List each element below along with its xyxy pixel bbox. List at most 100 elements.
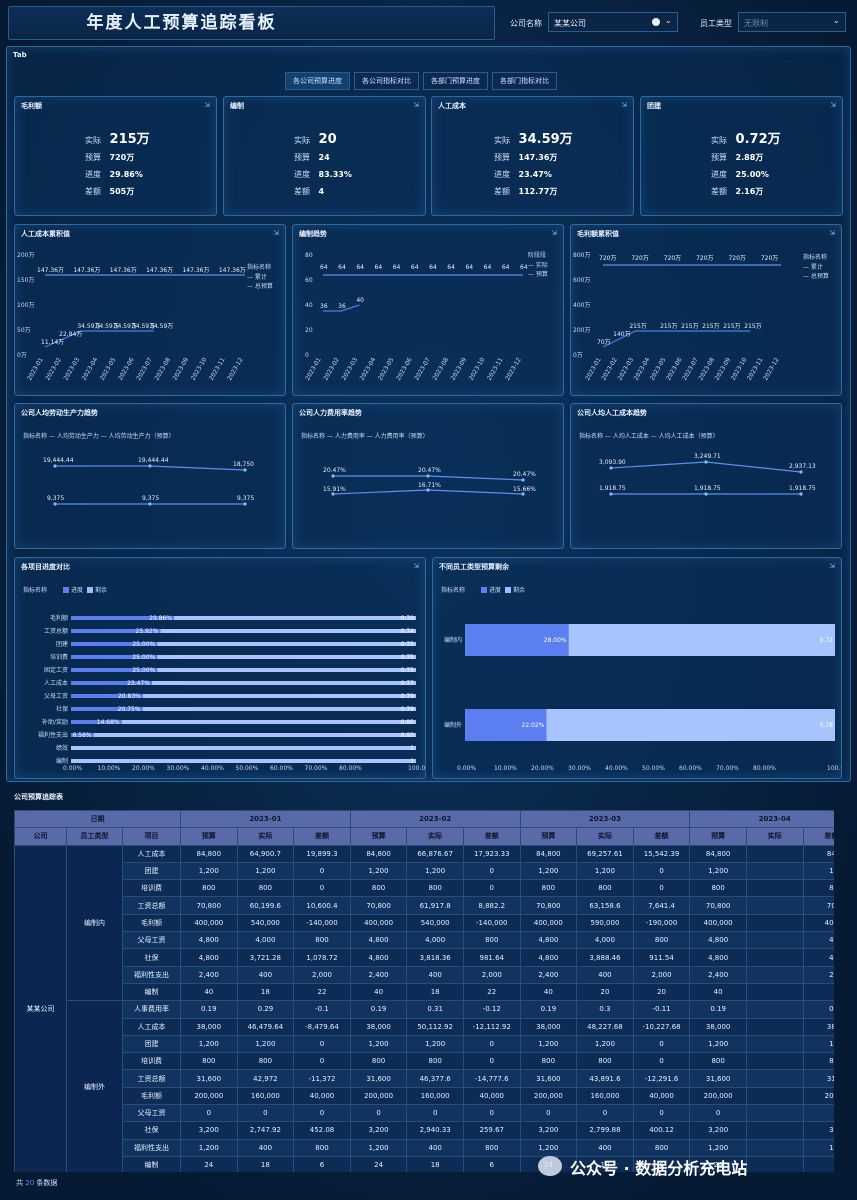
actual-value: 20 (318, 132, 337, 147)
value-cell: -0.1 (293, 1000, 351, 1019)
x-tick-label: 2023-01 (26, 356, 45, 381)
value-cell: 400 (236, 965, 295, 984)
value-cell: 24 (689, 1155, 747, 1172)
category-label: 父母工资 (44, 692, 68, 700)
value-cell: 0.19 (349, 1000, 408, 1019)
x-tick-label: 10.00% (98, 765, 121, 772)
value-cell: 800 (632, 1138, 691, 1157)
y-tick-label: 80 (305, 252, 313, 259)
budget-data-label: 64 (320, 264, 328, 271)
x-tick-label: 80.00% (753, 765, 776, 772)
diff-value: 4 (318, 187, 325, 196)
value-cell: 1,200 (519, 1034, 578, 1054)
export-icon[interactable]: ⇲ (273, 229, 279, 237)
x-tick-label: 70.00% (716, 765, 739, 772)
per-capita-cost-panel: 公司人均人工成本趋势 指标名称 — 人均人工成本 — 人均人工成本（预算） 3,0… (570, 403, 842, 549)
value-cell: -11,372 (293, 1069, 351, 1088)
category-label: 编制外 (444, 721, 462, 729)
remain-data-label: 0.79 (401, 693, 415, 700)
export-icon[interactable]: ⇲ (829, 229, 835, 237)
actual-point (521, 492, 525, 496)
value-cell: 46,479.64 (236, 1017, 295, 1036)
legend-remain-swatch (505, 587, 511, 593)
progress-data-label: 14.68% (97, 719, 120, 726)
actual-data-label: 215万 (629, 323, 646, 330)
month-header: 2023-04 (689, 810, 834, 829)
remain-bar (546, 709, 835, 741)
remain-data-label: 0.75 (401, 641, 415, 648)
tab-dept-metrics[interactable]: 各部门指标对比 (492, 72, 557, 90)
x-tick-label: 60.00% (270, 765, 293, 772)
item-progress-panel: 各项目进度对比 ⇲ 指标名称 进度 剩余 毛利额 29.86% 0.70 工资总额 25.92%… (14, 557, 426, 779)
export-icon[interactable]: ⇲ (413, 562, 419, 570)
per-capita-cost-chart: 指标名称 — 人均人工成本 — 人均人工成本（预算） 3,093.90 1,918.… (579, 432, 816, 496)
labor-cost-cumulative-panel: 人工成本累积值 ⇲ 200万 150万 100万 50万 0万 2023-01 2023-02… (14, 224, 286, 396)
budget-data-label: 1,918.75 (789, 485, 816, 492)
export-icon[interactable]: ⇲ (830, 101, 836, 109)
value-cell: 18 (406, 982, 464, 1002)
productivity-trend-panel: 公司人均劳动生产力趋势 指标名称 — 人均劳动生产力 — 人均劳动生产力（预算）… (14, 403, 286, 549)
value-cell: 40 (349, 982, 408, 1002)
x-tick-label: 2023-11 (486, 356, 505, 381)
export-icon[interactable]: ⇲ (551, 229, 557, 237)
progress-bar (71, 694, 143, 698)
export-icon[interactable]: ⇲ (829, 562, 835, 570)
tab-dept-progress[interactable]: 各部门预算进度 (423, 72, 488, 90)
x-tick-label: 50.00% (642, 765, 665, 772)
actual-data-label: 15.91% (323, 486, 346, 493)
value-cell: 66,876.67 (406, 844, 464, 863)
chevron-down-icon: ⌄ (833, 16, 840, 25)
value-cell (745, 1000, 804, 1019)
diff-label: 差额 (494, 187, 510, 196)
category-label: 固定工资 (44, 666, 68, 674)
category-label: 工资总额 (44, 627, 68, 635)
employee-type-placeholder: 无限制 (744, 19, 768, 28)
value-cell: 0 (180, 1104, 238, 1123)
value-cell: 0 (293, 861, 351, 881)
value-cell (745, 1034, 804, 1054)
value-cell: 800 (180, 879, 238, 898)
budget-data-label: 18,750 (233, 461, 254, 468)
value-cell: -190,000 (632, 913, 691, 933)
x-tick-label: 30.00% (568, 765, 591, 772)
value-cell: 4,800 (519, 931, 578, 950)
tab-company-progress[interactable]: 各公司预算进度 (285, 72, 350, 90)
budget-data-label: 1,918.75 (694, 485, 721, 492)
value-cell: 0 (462, 1052, 521, 1071)
value-cell: 800 (576, 879, 634, 898)
remain-data-label: 0.70 (401, 615, 415, 622)
value-cell: 0 (293, 1104, 351, 1123)
export-icon[interactable]: ⇲ (413, 101, 419, 109)
export-icon[interactable]: ⇲ (204, 101, 210, 109)
sub-header: 实际 (406, 827, 464, 846)
actual-label: 实际 (294, 136, 310, 145)
value-cell: 1,200 (349, 861, 408, 881)
value-cell: 48,227.68 (576, 1017, 634, 1036)
budget-table: 日期 2023-01 2023-02 2023-03 2023-04 公司 员工类型 项目 预算… (14, 810, 834, 1172)
item-cell: 培训费 (122, 879, 181, 898)
employee-type-select[interactable]: 无限制 ⌄ (738, 12, 846, 32)
value-cell: 70,800 (689, 896, 747, 915)
export-icon[interactable]: ⇲ (621, 101, 627, 109)
remain-data-label: 0.77 (401, 680, 415, 687)
progress-bar (71, 655, 158, 659)
budget-point (243, 468, 247, 472)
company-select[interactable]: 某某公司 ⌄ (548, 12, 678, 32)
budget-table-wrap[interactable]: 日期 2023-01 2023-02 2023-03 2023-04 公司 员工类型 项目 预算… (14, 810, 834, 1172)
value-cell: 1 (802, 1138, 834, 1157)
x-tick-label: 10.00% (494, 765, 517, 772)
actual-data-label: 15.66% (513, 486, 536, 493)
progress-bar (71, 720, 122, 724)
value-cell: 400 (236, 1138, 295, 1157)
tab-company-metrics[interactable]: 各公司指标对比 (354, 72, 419, 90)
progress-label: 进度 (494, 170, 510, 179)
value-cell: 3,200 (349, 1121, 408, 1140)
gross-profit-cumulative-panel: 毛利额累积值 ⇲ 800万 600万 400万 200万 0万 2023-01 2023-02… (570, 224, 842, 396)
value-cell: 0 (293, 1034, 351, 1054)
value-cell: 2,799.88 (576, 1121, 634, 1140)
kpi-values: 实际 215万 预算 720万 进度 29.86% 差额 505万 (85, 131, 150, 200)
budget-data-label: 147.36万 (110, 267, 137, 274)
value-cell: 1,200 (689, 1034, 747, 1054)
value-cell: 800 (236, 1052, 295, 1071)
